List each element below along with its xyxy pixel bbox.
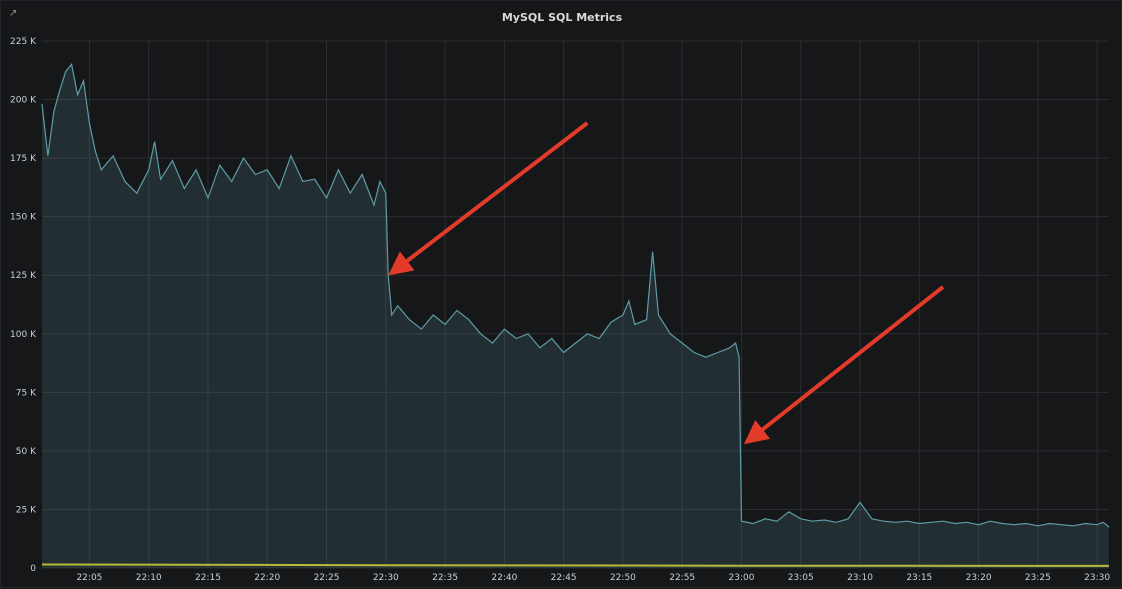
annotation-arrow xyxy=(743,285,945,445)
x-tick-label: 22:20 xyxy=(254,573,280,583)
x-tick-label: 23:20 xyxy=(966,573,992,583)
y-tick-label: 175 K xyxy=(10,154,37,164)
y-tick-label: 25 K xyxy=(16,505,37,515)
series-line xyxy=(41,63,1110,528)
x-tick-label: 22:55 xyxy=(669,573,695,583)
panel-title: MySQL SQL Metrics xyxy=(501,11,623,24)
x-tick-label: 22:25 xyxy=(314,573,340,583)
y-tick-label: 200 K xyxy=(10,96,37,106)
series-area xyxy=(42,64,1109,569)
x-tick-label: 22:50 xyxy=(610,573,636,583)
x-tick-label: 22:40 xyxy=(491,573,517,583)
x-tick-label: 22:10 xyxy=(136,573,162,583)
x-tick-label: 22:15 xyxy=(195,573,221,583)
y-tick-label: 150 K xyxy=(10,213,37,223)
y-tick-label: 75 K xyxy=(16,388,37,398)
x-tick-label: 23:25 xyxy=(1025,573,1051,583)
x-tick-label: 22:35 xyxy=(432,573,458,583)
baseline-series-line xyxy=(41,563,1110,567)
x-tick-label: 23:30 xyxy=(1084,573,1110,583)
x-tick-label: 23:05 xyxy=(788,573,814,583)
x-tick-label: 23:10 xyxy=(847,573,873,583)
y-tick-label: 0 xyxy=(30,564,36,574)
x-tick-label: 22:30 xyxy=(373,573,399,583)
y-tick-label: 225 K xyxy=(10,37,37,47)
x-tick-label: 22:45 xyxy=(551,573,577,583)
x-tick-label: 22:05 xyxy=(76,573,102,583)
y-tick-label: 100 K xyxy=(10,330,37,340)
y-tick-label: 125 K xyxy=(10,271,37,281)
x-tick-label: 23:15 xyxy=(906,573,932,583)
x-tick-label: 23:00 xyxy=(729,573,755,583)
external-link-icon[interactable]: ↗ xyxy=(9,8,18,19)
annotation-arrow xyxy=(388,121,589,276)
y-tick-label: 50 K xyxy=(16,447,37,457)
